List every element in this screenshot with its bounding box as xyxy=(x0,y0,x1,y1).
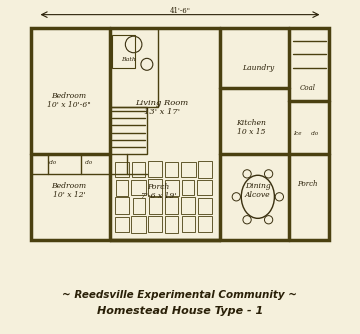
Bar xyxy=(182,216,195,232)
Bar xyxy=(148,161,162,177)
Text: Porch
7'-6 x 19': Porch 7'-6 x 19' xyxy=(141,183,176,200)
Bar xyxy=(165,180,179,196)
Bar xyxy=(183,180,194,195)
Text: 41'-6": 41'-6" xyxy=(170,7,190,15)
Bar xyxy=(115,162,129,177)
Bar xyxy=(181,197,195,214)
Bar xyxy=(149,197,162,214)
Text: Porch: Porch xyxy=(297,180,318,188)
Bar xyxy=(148,179,162,196)
Bar xyxy=(148,216,162,232)
Text: Bath: Bath xyxy=(121,57,136,62)
Bar xyxy=(197,180,212,195)
Text: Coal: Coal xyxy=(300,84,315,92)
Text: Bedroom
10' x 12': Bedroom 10' x 12' xyxy=(51,182,87,199)
Bar xyxy=(115,197,129,214)
Bar xyxy=(132,162,145,177)
Text: clo: clo xyxy=(85,160,93,165)
Bar xyxy=(165,197,178,214)
Bar xyxy=(165,216,178,232)
Bar xyxy=(116,180,128,196)
Text: Living Room
13' x 17': Living Room 13' x 17' xyxy=(135,99,188,116)
Bar xyxy=(31,28,329,240)
Text: Ice: Ice xyxy=(293,131,301,136)
Text: Kitchen
10 x 15: Kitchen 10 x 15 xyxy=(236,119,266,136)
Bar xyxy=(165,162,179,177)
Bar xyxy=(131,180,146,195)
Bar xyxy=(111,28,158,107)
Bar xyxy=(111,107,147,154)
Bar xyxy=(198,198,212,214)
Text: ~ Reedsville Experimental Community ~: ~ Reedsville Experimental Community ~ xyxy=(63,290,297,300)
Text: clo: clo xyxy=(311,131,319,136)
Bar xyxy=(198,216,212,232)
Text: Bedroom
10' x 10'-6": Bedroom 10' x 10'-6" xyxy=(47,92,91,109)
Text: Dining
Alcove: Dining Alcove xyxy=(245,182,271,199)
Text: clo: clo xyxy=(48,160,57,165)
Bar xyxy=(115,216,129,232)
Text: Laundry: Laundry xyxy=(242,64,274,71)
Text: Homestead House Type - 1: Homestead House Type - 1 xyxy=(97,306,263,316)
Bar xyxy=(131,216,146,232)
Bar xyxy=(112,34,135,67)
Bar xyxy=(132,197,145,214)
Bar xyxy=(198,161,212,178)
Bar xyxy=(181,162,195,177)
